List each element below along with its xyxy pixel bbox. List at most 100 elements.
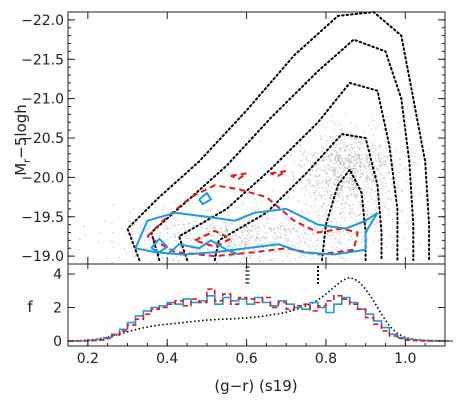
scatter-point: [363, 163, 365, 165]
scatter-point: [321, 169, 323, 172]
scatter-point: [330, 153, 332, 155]
scatter-point: [245, 244, 248, 246]
scatter-point: [220, 235, 222, 237]
scatter-point: [314, 229, 316, 231]
scatter-point: [308, 220, 310, 222]
scatter-point: [291, 245, 294, 247]
scatter-point: [347, 204, 349, 206]
scatter-point: [406, 169, 408, 171]
scatter-point: [338, 155, 340, 157]
scatter-point: [186, 241, 188, 243]
scatter-point: [346, 160, 348, 162]
scatter-point: [241, 231, 243, 233]
scatter-point: [397, 187, 399, 189]
scatter-point: [275, 232, 277, 235]
scatter-point: [354, 198, 357, 200]
scatter-point: [174, 236, 177, 238]
scatter-point: [334, 173, 336, 175]
scatter-point: [355, 156, 357, 158]
scatter-point: [174, 234, 176, 236]
scatter-point: [321, 187, 323, 189]
scatter-point: [251, 235, 254, 237]
scatter-point: [224, 221, 226, 223]
scatter-point: [345, 159, 347, 161]
scatter-point: [380, 166, 382, 168]
scatter-point: [357, 194, 359, 196]
scatter-point: [321, 206, 323, 208]
scatter-point: [350, 193, 352, 195]
scatter-point: [209, 231, 211, 233]
scatter-point: [341, 187, 343, 189]
scatter-point: [380, 144, 382, 146]
scatter-point: [340, 139, 342, 141]
scatter-point: [304, 175, 306, 177]
scatter-point: [341, 216, 343, 218]
scatter-point: [169, 227, 171, 229]
scatter-point: [214, 239, 216, 242]
scatter-point: [355, 163, 357, 165]
scatter-point: [335, 167, 337, 169]
scatter-point: [327, 165, 329, 167]
scatter-point: [191, 247, 194, 249]
scatter-point: [234, 234, 236, 236]
scatter-point: [201, 236, 203, 239]
scatter-point: [273, 247, 275, 249]
scatter-point: [331, 152, 333, 154]
scatter-point: [293, 177, 296, 180]
scatter-point: [332, 246, 334, 248]
scatter-point: [311, 162, 313, 164]
scatter-point: [352, 170, 354, 172]
scatter-point: [207, 228, 209, 230]
scatter-point: [312, 233, 314, 235]
scatter-point: [346, 145, 348, 147]
scatter-point: [329, 136, 331, 138]
scatter-point: [294, 224, 296, 226]
scatter-point: [301, 153, 304, 155]
scatter-point: [250, 254, 252, 256]
scatter-point: [384, 192, 386, 194]
scatter-point: [374, 172, 377, 174]
scatter-point: [356, 215, 358, 217]
scatter-point: [391, 247, 393, 249]
scatter-point: [313, 193, 315, 195]
scatter-point: [316, 175, 318, 177]
scatter-point: [318, 220, 320, 222]
scatter-point: [369, 163, 371, 165]
scatter-point: [215, 241, 217, 243]
scatter-point: [248, 245, 250, 247]
scatter-point: [350, 183, 352, 185]
scatter-point: [224, 260, 226, 262]
scatter-point: [247, 243, 249, 246]
scatter-point: [277, 235, 279, 238]
scatter-point: [346, 197, 348, 199]
scatter-point: [226, 246, 228, 248]
scatter-point: [352, 162, 354, 164]
scatter-point: [335, 154, 337, 156]
blue-contour: [150, 237, 169, 254]
bottom-panel: 0 2 4 0.2 0.4 0.6 0.8 1.0 f (g−r) (s19): [27, 263, 453, 395]
scatter-point: [430, 167, 432, 169]
scatter-point: [297, 231, 299, 233]
y-tick-label: −21.0: [21, 92, 64, 108]
scatter-point: [334, 159, 336, 161]
bottom-y-tick-label: 0: [53, 334, 62, 350]
scatter-point: [351, 193, 353, 195]
scatter-point: [343, 144, 345, 146]
scatter-point: [354, 174, 356, 176]
scatter-point: [236, 209, 238, 211]
scatter-point: [322, 215, 324, 217]
scatter-point: [328, 197, 330, 199]
scatter-point: [295, 231, 297, 233]
scatter-point: [255, 237, 258, 239]
scatter-point: [357, 155, 359, 157]
scatter-point: [338, 196, 340, 198]
scatter-point: [128, 221, 130, 223]
scatter-point: [353, 226, 355, 228]
scatter-point: [313, 257, 315, 259]
scatter-point: [359, 159, 361, 161]
scatter-point: [230, 255, 232, 257]
scatter-point: [383, 129, 385, 131]
scatter-point: [304, 174, 306, 176]
scatter-point: [227, 238, 229, 240]
scatter-point: [178, 235, 180, 237]
